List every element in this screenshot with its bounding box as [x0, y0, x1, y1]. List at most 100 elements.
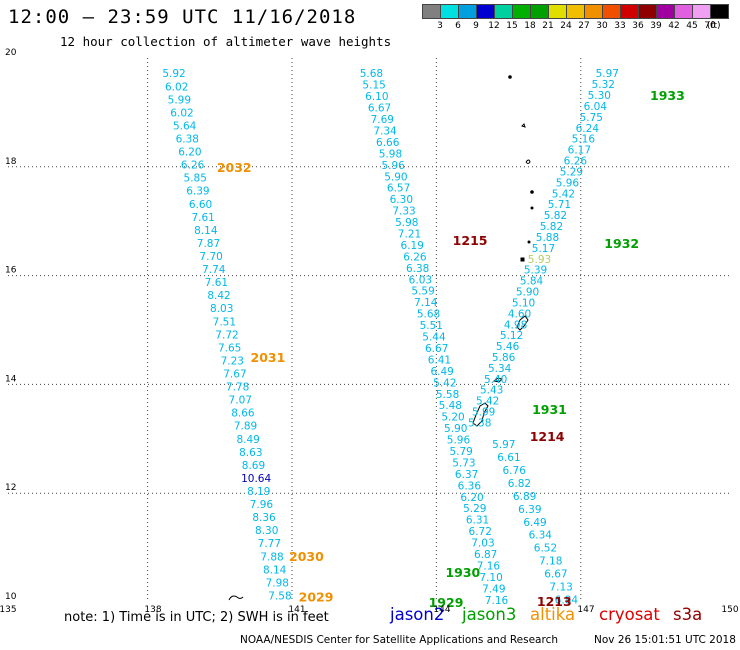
swh-value: 7.69 — [371, 114, 394, 126]
swh-value: 8.63 — [239, 447, 262, 459]
swh-value: 6.38 — [176, 134, 199, 146]
island-shape — [516, 315, 529, 331]
swh-value: 5.30 — [588, 90, 611, 102]
pass-time-label: 1931 — [532, 402, 567, 417]
colorbar-label: 33 — [614, 21, 626, 31]
colorbar — [422, 4, 729, 19]
swh-value: 7.87 — [197, 238, 220, 250]
swh-value: 7.77 — [258, 538, 281, 550]
swh-value: 7.51 — [213, 316, 236, 328]
swh-value: 5.96 — [381, 160, 405, 172]
swh-value: 7.67 — [223, 369, 246, 381]
swh-value: 6.34 — [529, 530, 553, 542]
swh-value: 7.49 — [482, 583, 505, 595]
swh-value: 5.85 — [184, 173, 207, 185]
swh-value: 6.03 — [409, 274, 432, 286]
island-shape — [492, 377, 503, 383]
swh-value: 6.26 — [181, 160, 205, 172]
swh-value: 6.20 — [460, 492, 483, 504]
swh-value: 6.67 — [368, 103, 391, 115]
swh-value: 6.19 — [401, 240, 424, 252]
colorbar-label: 42 — [668, 21, 680, 31]
swh-value: 7.65 — [218, 342, 241, 354]
swh-value: 5.51 — [420, 320, 443, 332]
legend-altika-label: altika — [530, 605, 576, 624]
page-subtitle: 12 hour collection of altimeter wave hei… — [60, 34, 392, 49]
colorbar-label: 21 — [542, 21, 554, 31]
swh-value: 5.64 — [173, 120, 197, 132]
swh-value: 8.14 — [194, 225, 218, 237]
colorbar-label: 6 — [455, 21, 461, 31]
generated-timestamp: Nov 26 15:01:51 UTC 2018 — [594, 634, 736, 646]
swh-value: 6.60 — [189, 199, 212, 211]
swh-value: 5.48 — [439, 400, 462, 412]
y-tick-label: 18 — [5, 157, 17, 167]
y-tick-label: 20 — [5, 48, 17, 58]
colorbar-label: 15 — [506, 21, 518, 31]
swh-value: 5.68 — [360, 68, 383, 80]
swh-value: 6.37 — [455, 469, 478, 481]
x-tick-label: 147 — [577, 605, 594, 615]
swh-value: 5.40 — [484, 374, 507, 386]
swh-value: 7.72 — [215, 329, 238, 341]
swh-value: 7.98 — [266, 577, 289, 589]
pass-time-label: 2031 — [251, 350, 286, 365]
swh-value: 5.29 — [560, 166, 583, 178]
y-tick-label: 10 — [5, 592, 17, 602]
swh-value: 5.86 — [492, 352, 516, 364]
swh-value: 8.14 — [263, 564, 287, 576]
altimeter-tracks: 5.926.025.996.025.646.386.206.265.856.39… — [162, 68, 619, 607]
swh-value: 5.38 — [468, 417, 491, 429]
colorbar-label: 12 — [488, 21, 500, 31]
swh-value: 5.99 — [168, 94, 191, 106]
x-tick-label: 135 — [0, 605, 17, 615]
legend-jason3: jason3 — [462, 605, 516, 624]
swh-value: 6.49 — [523, 517, 546, 529]
swh-value: 5.73 — [452, 457, 475, 469]
swh-value: 7.89 — [234, 421, 257, 433]
swh-value: 7.34 — [373, 125, 397, 137]
swh-value: 6.10 — [365, 91, 388, 103]
pass-time-label: 2030 — [289, 549, 324, 564]
map-grid — [8, 58, 730, 602]
swh-value: 5.96 — [447, 435, 471, 447]
footer-note: note: 1) Time is in UTC; 2) SWH is in fe… — [64, 610, 329, 625]
swh-value: 5.46 — [496, 341, 520, 353]
legend-jason2: jason2 — [390, 605, 444, 624]
swh-value: 6.30 — [390, 194, 413, 206]
swh-value: 4.60 — [508, 308, 531, 320]
swh-value: 5.96 — [556, 177, 580, 189]
island-shape — [521, 123, 526, 128]
swh-value: 5.90 — [516, 287, 539, 299]
swh-value: 6.52 — [534, 543, 557, 555]
swh-value: 6.38 — [406, 263, 429, 275]
swh-value: 5.88 — [536, 232, 559, 244]
swh-value: 6.36 — [458, 480, 482, 492]
credit-text: NOAA/NESDIS Center for Satellite Applica… — [240, 634, 558, 646]
swh-value: 7.13 — [549, 581, 572, 593]
swh-value: 6.20 — [178, 147, 201, 159]
swh-value: 4.98 — [504, 319, 527, 331]
swh-value: 7.58 — [268, 590, 291, 602]
swh-value: 5.43 — [480, 385, 503, 397]
pass-time-label: 1214 — [530, 429, 565, 444]
swh-value: 6.39 — [518, 504, 541, 516]
swh-value: 7.70 — [199, 251, 222, 263]
swh-value: 7.14 — [414, 297, 438, 309]
colorbar-label: 24 — [560, 21, 572, 31]
swh-value: 7.16 — [477, 560, 501, 572]
swh-value: 5.90 — [384, 171, 407, 183]
swh-value: 6.61 — [497, 452, 520, 464]
swh-value: 8.30 — [255, 525, 278, 537]
swh-value: 5.84 — [520, 276, 544, 288]
colorbar-label: 39 — [650, 21, 662, 31]
colorbar-label: 3 — [437, 21, 443, 31]
swh-value: 5.15 — [362, 80, 385, 92]
x-tick-label: 150 — [721, 605, 738, 615]
swh-value: 7.78 — [226, 382, 249, 394]
swh-value: 7.21 — [398, 228, 421, 240]
island-shape — [228, 595, 244, 601]
swh-value: 10.64 — [241, 473, 271, 485]
